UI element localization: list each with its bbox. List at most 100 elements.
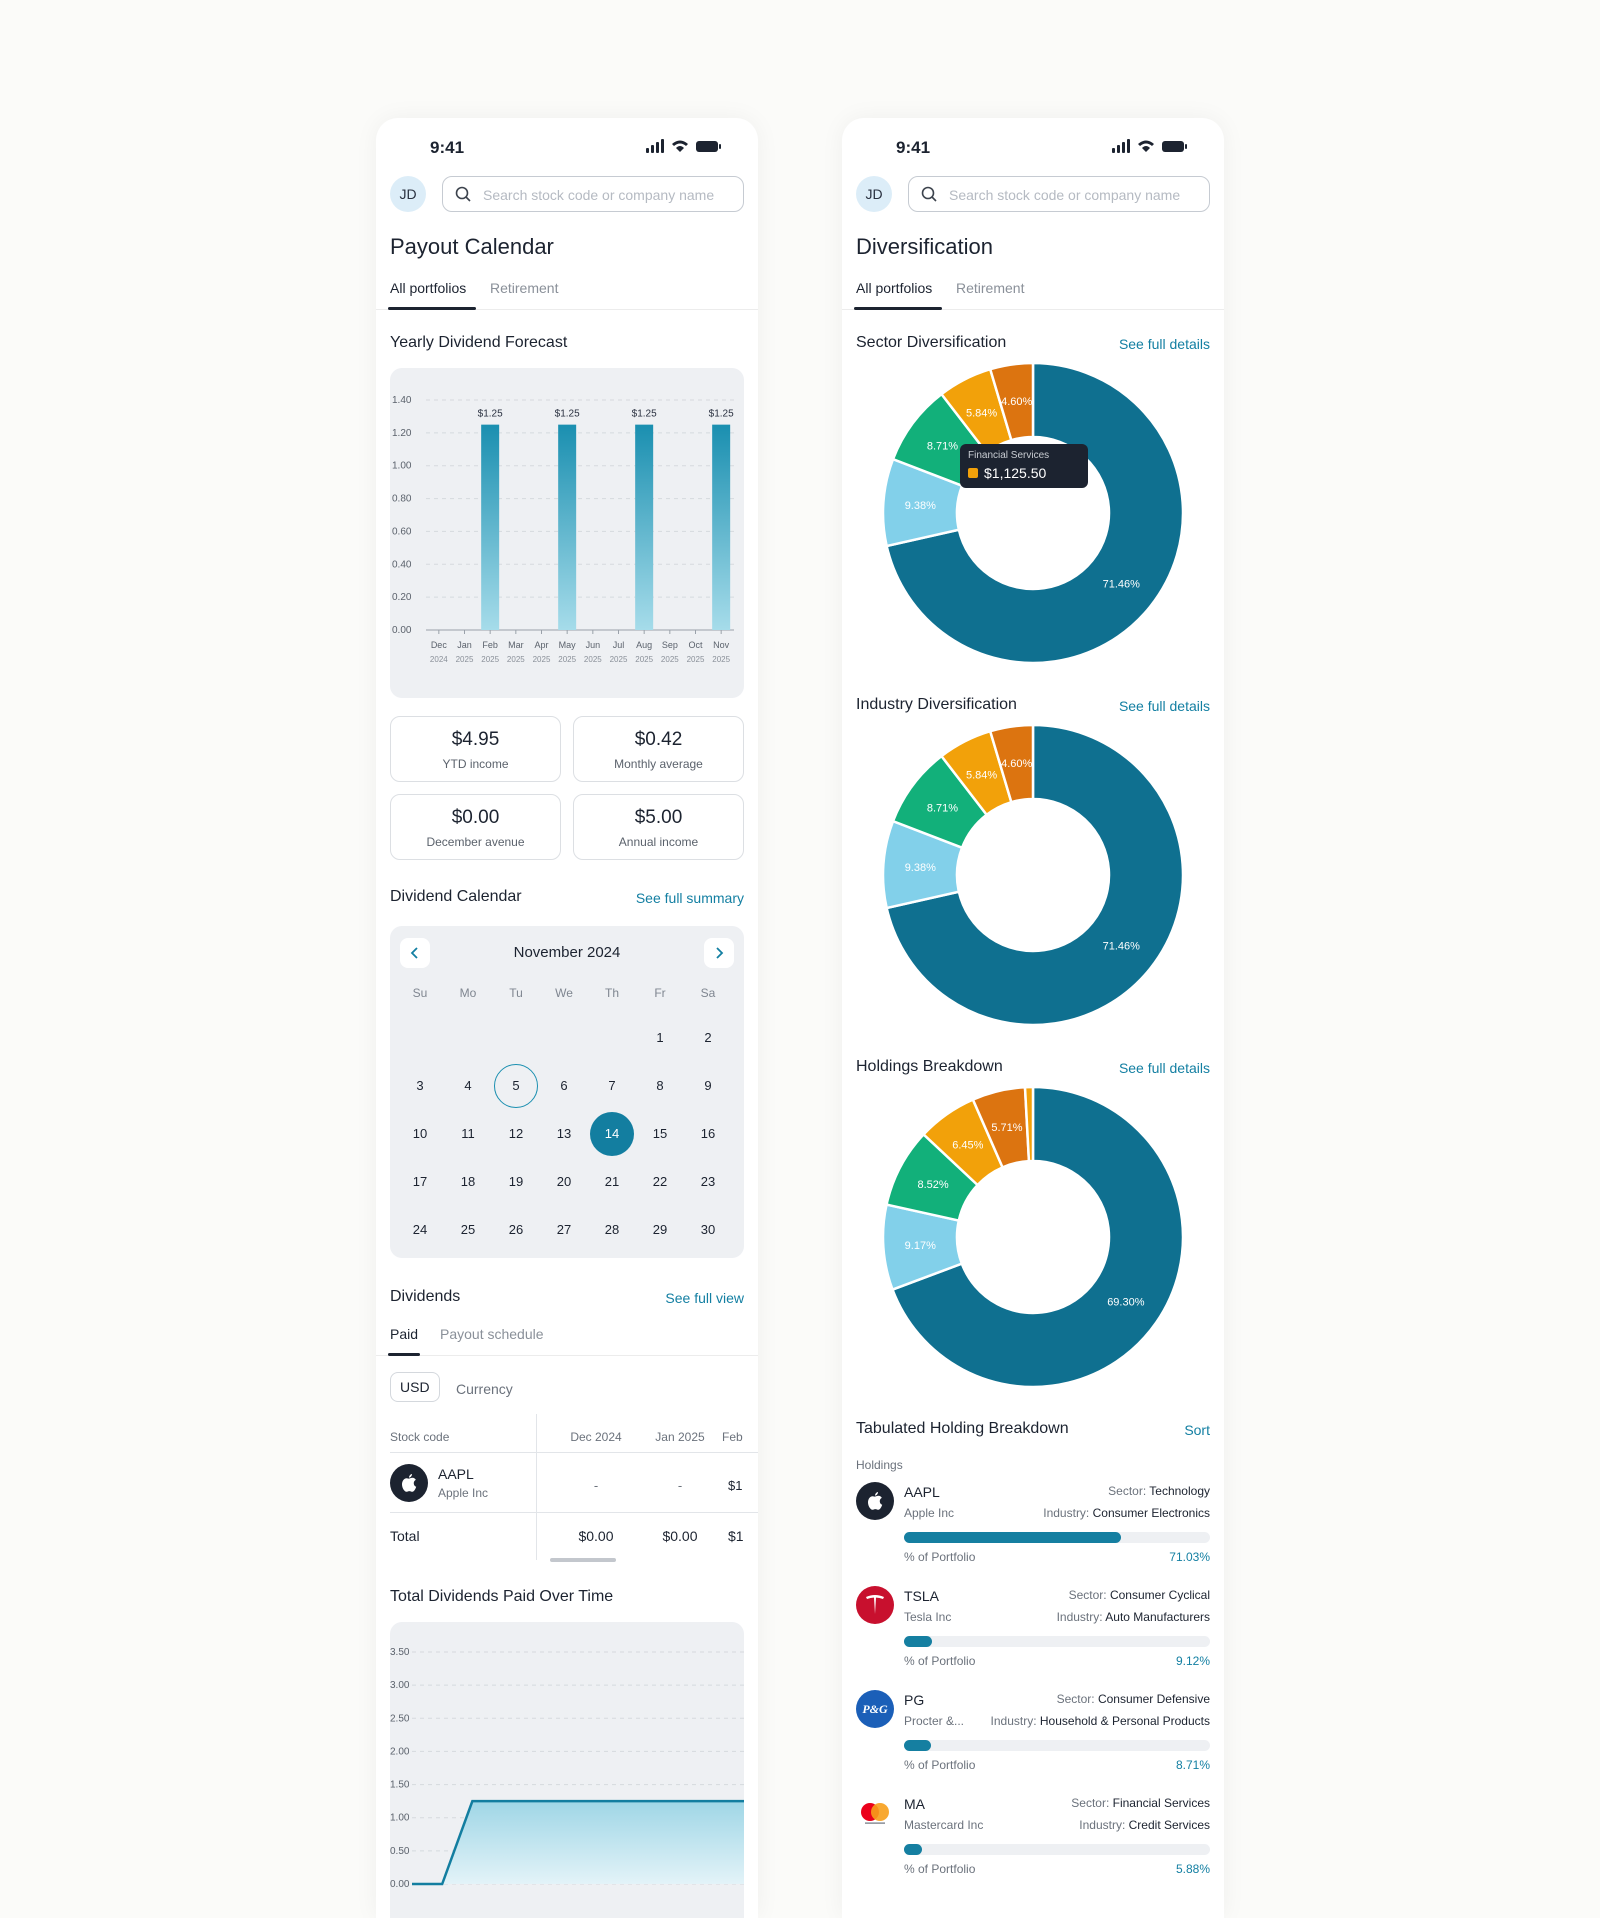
holding-row-pg[interactable]: P&G PG Procter &... Sector: Consumer Def…	[856, 1686, 1210, 1790]
x-tick-year: 2025	[687, 655, 705, 664]
calendar-day[interactable]: 3	[416, 1078, 424, 1093]
holding-sector: Sector: Technology	[1108, 1484, 1210, 1498]
calendar-day[interactable]: 2	[704, 1030, 712, 1045]
y-tick-label: 0.00	[392, 625, 412, 636]
calendar-day[interactable]: 8	[656, 1078, 664, 1093]
calendar-day[interactable]: 18	[460, 1174, 476, 1189]
calendar-day[interactable]: 12	[508, 1126, 524, 1141]
portfolio-progress-fill	[904, 1636, 932, 1647]
mastercard-icon	[861, 1803, 889, 1824]
see-full-summary-link[interactable]: See full summary	[635, 890, 744, 906]
see-full-view-link[interactable]: See full view	[665, 1290, 744, 1306]
signal-icon	[646, 148, 649, 153]
row-value-feb: $1	[728, 1478, 743, 1493]
holding-row-aapl[interactable]: AAPL Apple Inc Sector: Technology Indust…	[856, 1478, 1210, 1582]
calendar-day[interactable]: 26	[508, 1222, 524, 1237]
calendar-day[interactable]: 24	[412, 1222, 428, 1237]
holding-ticker: MA	[904, 1796, 925, 1812]
stat-label: YTD income	[442, 757, 509, 771]
sort-link[interactable]: Sort	[1184, 1422, 1210, 1438]
tab-retirement[interactable]: Retirement	[490, 280, 559, 296]
bar-data-label: $1.25	[555, 409, 580, 420]
weekday-label: Mo	[459, 986, 477, 1000]
x-tick-month: Aug	[636, 640, 652, 650]
bar-data-label: $1.25	[709, 409, 734, 420]
weekday-label: We	[555, 986, 573, 1000]
sector-key: Sector:	[1068, 1588, 1107, 1602]
tab-all-portfolios[interactable]: All portfolios	[390, 280, 467, 296]
calendar-day[interactable]: 6	[560, 1078, 568, 1093]
holdings-donut-chart[interactable]: 69.30% 9.17% 8.52% 6.45% 5.71%	[842, 1082, 1224, 1392]
tab-payout-schedule[interactable]: Payout schedule	[440, 1326, 544, 1342]
calendar-day[interactable]: 20	[556, 1174, 572, 1189]
area-fill	[412, 1801, 744, 1884]
holding-row-tsla[interactable]: TSLA Tesla Inc Sector: Consumer Cyclical…	[856, 1582, 1210, 1686]
calendar-day[interactable]: 4	[464, 1078, 472, 1093]
calendar-day[interactable]: 15	[652, 1126, 668, 1141]
x-tick-year: 2025	[584, 655, 602, 664]
holdings-see-full-details-link[interactable]: See full details	[1118, 1060, 1210, 1076]
industry-key: Industry:	[1079, 1818, 1126, 1832]
weekday-label: Sa	[700, 986, 716, 1000]
slice-label: 8.71%	[927, 802, 958, 814]
calendar-day[interactable]: 22	[652, 1174, 668, 1189]
y-tick-label: 2.50	[390, 1713, 410, 1724]
tab-all-portfolios[interactable]: All portfolios	[856, 280, 933, 296]
status-time: 9:41	[430, 138, 465, 157]
calendar-day[interactable]: 13	[556, 1126, 572, 1141]
calendar-day[interactable]: 29	[652, 1222, 668, 1237]
calendar-day[interactable]: 21	[604, 1174, 620, 1189]
calendar-day[interactable]: 5	[494, 1064, 538, 1108]
x-tick-month: Nov	[713, 640, 730, 650]
calendar-day[interactable]: 16	[700, 1126, 716, 1141]
bar	[481, 424, 500, 630]
tooltip-title: Financial Services	[968, 450, 1050, 461]
tooltip-value: $1,125.50	[984, 465, 1047, 481]
calendar-day[interactable]: 27	[556, 1222, 572, 1237]
calendar-day[interactable]: 17	[412, 1174, 428, 1189]
stat-value: $4.95	[451, 729, 500, 750]
sector-donut-chart[interactable]: 71.46% 9.38% 8.71% 5.84% 4.60%	[842, 358, 1224, 668]
calendar-day[interactable]: 23	[700, 1174, 716, 1189]
status-time: 9:41	[896, 138, 931, 157]
stat-value: $0.00	[451, 807, 500, 828]
avatar[interactable]: JD	[856, 176, 892, 212]
next-month-button[interactable]	[704, 938, 734, 968]
row-value-dec: -	[593, 1478, 599, 1493]
holding-industry: Industry: Consumer Electronics	[1043, 1506, 1210, 1520]
calendar-day[interactable]: 1	[656, 1030, 664, 1045]
x-tick-month: Mar	[508, 640, 524, 650]
industry-see-full-details-link[interactable]: See full details	[1118, 698, 1210, 714]
weekday-label: Th	[604, 986, 619, 1000]
calendar-day[interactable]: 11	[461, 1126, 475, 1141]
holding-ticker: TSLA	[904, 1588, 940, 1604]
calendar-day[interactable]: 28	[604, 1222, 620, 1237]
row-divider	[390, 1512, 758, 1513]
search-input[interactable]: Search stock code or company name	[442, 176, 744, 212]
tab-retirement[interactable]: Retirement	[956, 280, 1025, 296]
calendar-day[interactable]: 9	[704, 1078, 712, 1093]
holding-row-ma[interactable]: MA Mastercard Inc Sector: Financial Serv…	[856, 1790, 1210, 1894]
calendar-day[interactable]: 30	[700, 1222, 716, 1237]
prev-month-button[interactable]	[400, 938, 430, 968]
pct-label: % of Portfolio	[904, 1758, 976, 1772]
y-tick-label: 1.00	[392, 461, 412, 472]
calendar-day[interactable]: 14	[590, 1112, 634, 1156]
donut-slice	[890, 1085, 1185, 1389]
table-scrollbar[interactable]	[550, 1558, 616, 1562]
portfolio-tabs: All portfolios Retirement	[842, 276, 1224, 310]
slice-label: 8.71%	[927, 440, 958, 452]
currency-selector[interactable]: USD	[390, 1372, 440, 1402]
pg-icon: P&G	[862, 1702, 888, 1716]
tab-paid[interactable]: Paid	[390, 1326, 419, 1342]
calendar-day[interactable]: 19	[508, 1174, 524, 1189]
donut-slice	[1023, 1085, 1035, 1163]
calendar-day[interactable]: 10	[412, 1126, 428, 1141]
industry-donut-chart[interactable]: 71.46% 9.38% 8.71% 5.84% 4.60%	[842, 720, 1224, 1030]
search-input[interactable]: Search stock code or company name	[908, 176, 1210, 212]
calendar-day[interactable]: 7	[608, 1078, 616, 1093]
avatar[interactable]: JD	[390, 176, 426, 212]
sector-see-full-details-link[interactable]: See full details	[1118, 336, 1210, 352]
calendar-day[interactable]: 25	[460, 1222, 476, 1237]
industry-value: Consumer Electronics	[1092, 1506, 1210, 1520]
